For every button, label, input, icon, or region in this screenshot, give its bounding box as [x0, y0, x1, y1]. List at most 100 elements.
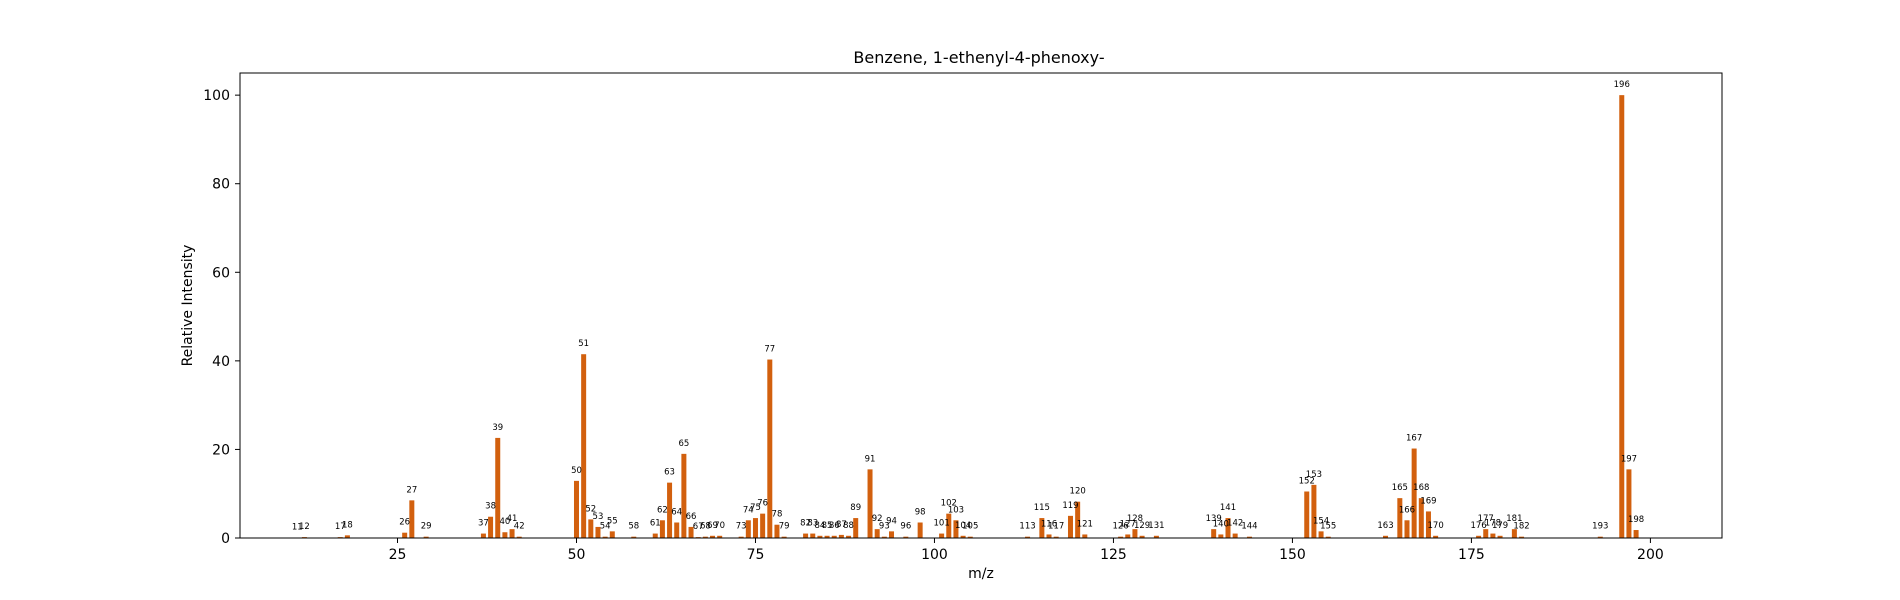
peak-label-169: 169	[1420, 496, 1436, 506]
peak-bar-142	[1232, 533, 1238, 538]
peak-label-176: 176	[1470, 521, 1486, 531]
peak-label-70: 70	[714, 521, 725, 531]
peak-bar-86	[831, 535, 837, 538]
peak-label-155: 155	[1320, 522, 1336, 532]
peak-label-168: 168	[1413, 483, 1429, 493]
peak-label-68: 68	[700, 522, 711, 532]
peak-bar-37	[480, 533, 486, 538]
peak-label-116: 116	[1041, 519, 1057, 529]
peak-bar-178	[1490, 533, 1496, 538]
peak-bar-77	[767, 359, 773, 538]
peak-bar-87	[838, 534, 844, 538]
peak-label-27: 27	[406, 485, 417, 495]
peak-bar-27	[409, 500, 415, 538]
peak-label-196: 196	[1614, 80, 1630, 90]
peak-bar-58	[631, 536, 637, 538]
peak-label-89: 89	[850, 503, 861, 513]
peak-label-67: 67	[693, 522, 704, 532]
y-axis-label: Relative Intensity	[180, 245, 196, 367]
peak-bar-120	[1075, 501, 1081, 538]
peak-bar-85	[824, 535, 830, 538]
peak-label-182: 182	[1513, 522, 1529, 532]
peak-bar-139	[1211, 529, 1217, 538]
peak-label-131: 131	[1148, 521, 1164, 531]
peak-label-65: 65	[678, 439, 689, 449]
peak-bar-116	[1046, 534, 1052, 538]
peak-label-77: 77	[764, 345, 775, 355]
peak-label-69: 69	[707, 521, 718, 531]
peak-label-85: 85	[822, 521, 833, 531]
peak-bar-94	[889, 531, 895, 538]
peak-label-113: 113	[1019, 522, 1035, 532]
peak-label-54: 54	[600, 522, 611, 532]
x-tick-label-150: 150	[1279, 547, 1306, 563]
peak-bar-88	[846, 535, 852, 538]
peak-label-51: 51	[578, 339, 589, 349]
peak-label-153: 153	[1306, 470, 1322, 480]
peak-label-40: 40	[499, 517, 510, 527]
peak-label-129: 129	[1134, 521, 1150, 531]
peak-bar-167	[1411, 448, 1417, 538]
x-axis-label: m/z	[968, 566, 994, 582]
peak-label-98: 98	[915, 508, 926, 518]
peak-bar-96	[903, 536, 909, 538]
peak-label-52: 52	[585, 504, 596, 514]
peak-label-105: 105	[962, 522, 978, 532]
peak-bar-102	[946, 513, 952, 538]
peak-label-154: 154	[1313, 516, 1329, 526]
peak-label-94: 94	[886, 516, 897, 526]
peak-bar-26	[402, 532, 408, 538]
peak-bar-52	[588, 519, 594, 538]
peak-bar-54	[602, 536, 608, 538]
peak-bar-121	[1082, 534, 1088, 538]
peak-label-86: 86	[829, 521, 840, 531]
peak-label-166: 166	[1399, 505, 1415, 515]
peak-label-197: 197	[1621, 454, 1637, 464]
peak-bar-74	[745, 520, 751, 538]
peak-bar-104	[960, 535, 966, 538]
peak-bar-131	[1153, 535, 1159, 538]
peak-label-82: 82	[800, 519, 811, 529]
peak-bar-63	[667, 482, 673, 538]
peak-label-163: 163	[1377, 521, 1393, 531]
peak-label-181: 181	[1506, 514, 1522, 524]
peak-bar-53	[595, 526, 601, 538]
peak-bar-38	[488, 516, 494, 538]
plot-frame	[239, 72, 1723, 539]
peak-label-11: 11	[292, 523, 303, 533]
peak-label-128: 128	[1127, 514, 1143, 524]
peak-bar-103	[953, 520, 959, 538]
peak-bar-89	[853, 518, 859, 538]
x-tick-label-25: 25	[389, 547, 407, 563]
peak-bar-66	[688, 526, 694, 538]
peak-label-84: 84	[814, 521, 825, 531]
peak-label-61: 61	[650, 519, 661, 529]
peak-bar-197	[1626, 469, 1632, 538]
x-tick-label-100: 100	[921, 547, 948, 563]
peak-label-76: 76	[757, 499, 768, 509]
peak-label-91: 91	[865, 454, 876, 464]
peak-label-88: 88	[843, 521, 854, 531]
peak-bar-79	[781, 536, 787, 538]
peak-label-66: 66	[686, 512, 697, 522]
peak-bar-152	[1304, 491, 1310, 538]
peak-label-41: 41	[507, 514, 518, 524]
peak-label-93: 93	[879, 522, 890, 532]
peak-label-126: 126	[1112, 522, 1128, 532]
peak-label-121: 121	[1077, 519, 1093, 529]
peak-bar-83	[810, 533, 816, 538]
peak-bar-98	[917, 522, 923, 538]
peak-label-37: 37	[478, 519, 489, 529]
peak-label-104: 104	[955, 521, 971, 531]
peak-bar-154	[1318, 531, 1324, 538]
x-tick-label-50: 50	[568, 547, 586, 563]
peak-label-115: 115	[1034, 503, 1050, 513]
peak-bar-198	[1633, 530, 1639, 538]
peak-bar-179	[1497, 535, 1503, 538]
peak-bar-153	[1311, 484, 1317, 538]
peak-label-18: 18	[342, 520, 353, 530]
peak-bar-68	[702, 536, 708, 538]
chart-title: Benzene, 1-ethenyl-4-phenoxy-	[853, 48, 1104, 67]
